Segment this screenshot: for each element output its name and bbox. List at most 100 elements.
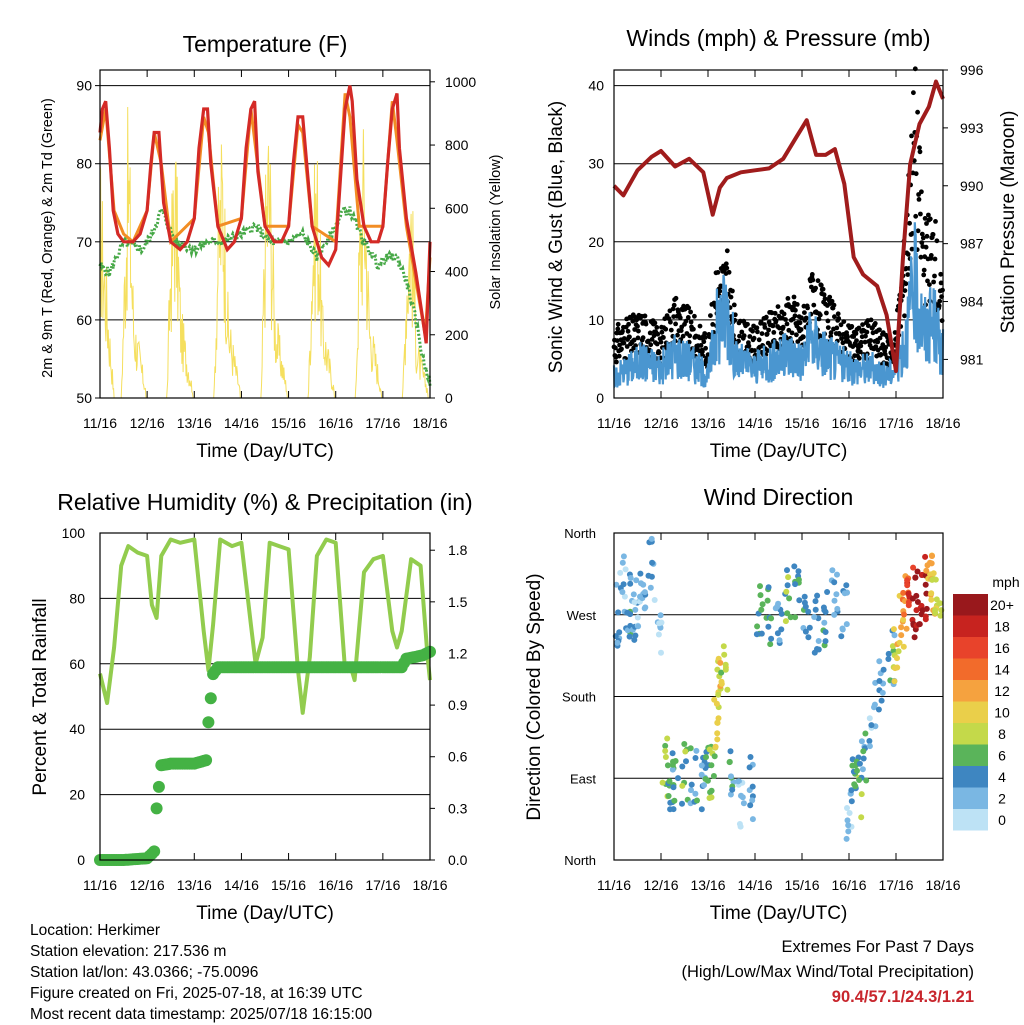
direction-point (613, 581, 620, 588)
direction-point (712, 743, 719, 750)
direction-point (641, 589, 648, 596)
legend-label: 0 (998, 812, 1006, 828)
gust-point (652, 320, 658, 326)
precip-point (152, 780, 165, 793)
direction-point (792, 614, 799, 621)
direction-point (866, 715, 873, 722)
direction-point (718, 669, 725, 676)
direction-point (889, 643, 896, 650)
gust-point (784, 321, 790, 327)
y-tick-label: 0 (596, 390, 604, 406)
gust-point (688, 319, 694, 325)
gust-point (670, 306, 676, 312)
direction-point (708, 762, 715, 769)
direction-point (754, 623, 761, 630)
gust-point (815, 278, 821, 284)
direction-point (852, 783, 859, 790)
direction-point (796, 597, 803, 604)
gust-point (762, 325, 768, 330)
gust-point (746, 343, 752, 349)
gust-point (754, 325, 760, 331)
x-tick-label: 16/16 (831, 415, 866, 431)
gust-point (864, 329, 870, 335)
direction-point (688, 781, 695, 788)
direction-point (765, 584, 772, 591)
gust-point (863, 333, 868, 339)
direction-point (671, 797, 678, 804)
gust-point (835, 311, 841, 317)
chart-title: Relative Humidity (%) & Precipitation (i… (57, 489, 472, 515)
gust-point (700, 349, 705, 354)
direction-point (728, 773, 734, 780)
gust-point (654, 325, 660, 330)
gust-point (775, 304, 781, 309)
direction-point (722, 661, 729, 668)
direction-point (891, 632, 898, 639)
precip-point (200, 754, 213, 767)
gust-point (651, 333, 657, 339)
gust-point (673, 321, 678, 327)
gust-point (695, 347, 701, 353)
direction-point (682, 748, 689, 755)
direction-point (822, 638, 829, 645)
direction-point (922, 553, 929, 560)
direction-point (900, 643, 907, 650)
legend-swatch (953, 594, 988, 616)
y-tick-label: 20 (69, 787, 85, 803)
direction-point (911, 634, 918, 641)
gust-point (849, 324, 855, 329)
direction-point (749, 797, 756, 804)
x-tick-label: 15/16 (784, 877, 819, 893)
direction-point (757, 592, 764, 599)
x-tick-label: 14/16 (224, 415, 259, 431)
gust-point (643, 321, 649, 327)
gust-point (659, 329, 665, 335)
gust-point (877, 327, 882, 333)
gust-point (763, 314, 769, 320)
gust-point (919, 240, 925, 246)
y2-tick-label: 400 (445, 264, 469, 280)
gust-point (745, 321, 750, 327)
gust-point (883, 345, 889, 350)
direction-point (679, 763, 686, 770)
y-tick-label: 30 (588, 156, 604, 172)
y-tick-label: 90 (76, 78, 92, 94)
direction-point (876, 658, 883, 665)
x-tick-label: 12/16 (643, 415, 678, 431)
x-tick-label: 14/16 (224, 877, 259, 893)
gust-point (738, 318, 743, 324)
y2-tick-label: 200 (445, 327, 469, 343)
series-dewpoint (98, 200, 432, 386)
direction-point (740, 800, 747, 807)
direction-point (664, 735, 671, 742)
gust-point (798, 327, 804, 332)
recent-timestamp-text: Most recent data timestamp: 2025/07/18 1… (30, 1006, 373, 1023)
gust-point (801, 334, 806, 340)
direction-point (675, 775, 681, 782)
gust-point (702, 335, 708, 340)
direction-point (862, 730, 869, 737)
gust-point (692, 313, 697, 319)
gust-point (724, 265, 730, 271)
gust-point (783, 317, 788, 322)
y-tick-label: North (564, 526, 596, 541)
x-tick-label: 18/16 (412, 877, 447, 893)
direction-point (739, 794, 746, 801)
chart-panel-3: Relative Humidity (%) & Precipitation (i… (30, 489, 473, 924)
gust-point (821, 292, 827, 298)
direction-point (833, 591, 840, 598)
direction-point (875, 706, 882, 713)
location-text: Location: Herkimer (30, 922, 161, 939)
direction-point (672, 758, 679, 764)
direction-point (635, 623, 642, 630)
x-tick-label: 15/16 (271, 877, 306, 893)
legend-swatch (953, 809, 988, 831)
extremes-subtitle: (High/Low/Max Wind/Total Precipitation) (681, 963, 974, 981)
direction-point (844, 805, 850, 811)
direction-point (683, 758, 689, 765)
direction-point (838, 633, 845, 640)
gust-point (825, 325, 831, 330)
y2-tick-label: 1.8 (448, 542, 468, 558)
y-axis-label: Direction (Colored By Speed) (524, 573, 545, 820)
series-relative-humidity (98, 537, 432, 715)
